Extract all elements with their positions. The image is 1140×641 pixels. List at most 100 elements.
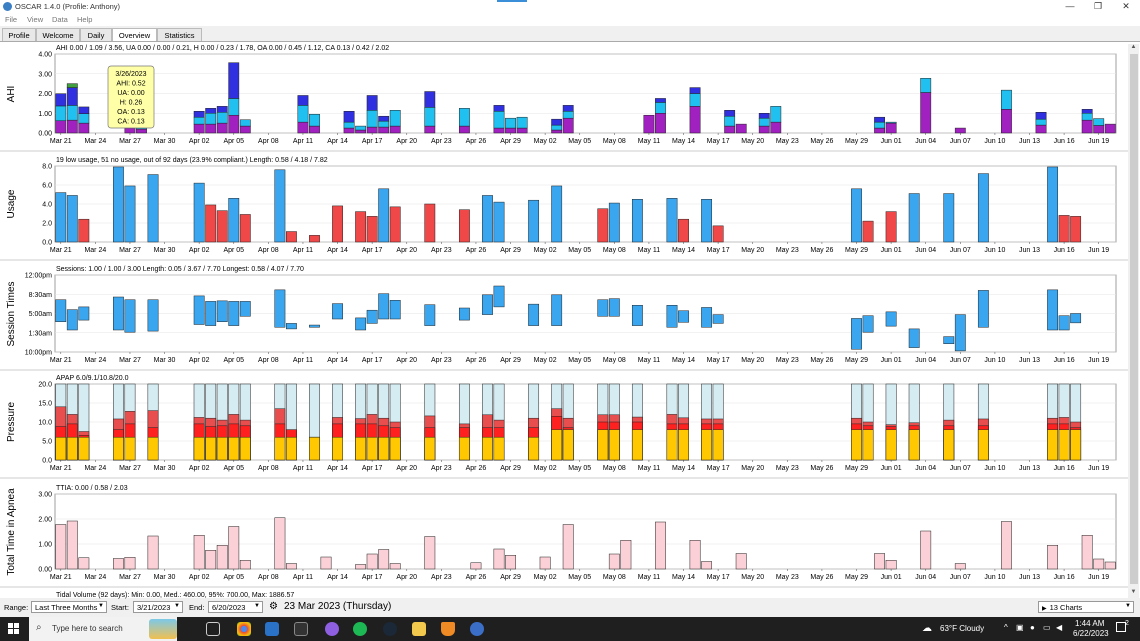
y-tick-label: 5:00am: [29, 311, 53, 318]
usage-bar: [124, 185, 136, 243]
x-tick-label: Apr 17: [362, 357, 383, 364]
task-view-icon[interactable]: [206, 622, 220, 636]
ahi-bar-segment: [78, 113, 90, 124]
x-tick-label: Mar 21: [50, 465, 72, 472]
gear-icon[interactable]: ⚙: [269, 601, 278, 612]
ttia-bar: [239, 560, 251, 570]
tray-app-icon[interactable]: ▣: [1016, 623, 1024, 632]
vlc-icon[interactable]: [441, 622, 455, 636]
ahi-bar-segment: [216, 112, 228, 124]
volume-icon[interactable]: ◀: [1056, 623, 1063, 632]
x-tick-label: Jun 19: [1088, 138, 1109, 145]
tab-statistics[interactable]: Statistics: [157, 28, 202, 41]
scroll-up-icon[interactable]: ▲: [1130, 44, 1137, 50]
usage-bar: [193, 182, 205, 243]
charts-select[interactable]: ▶ 13 Charts ▼: [1038, 601, 1134, 613]
x-tick-label: Apr 17: [362, 574, 383, 581]
taskbar-search-box[interactable]: ⌕ Type here to search: [29, 617, 177, 641]
x-tick-label: May 08: [603, 574, 626, 581]
app-icon-blue[interactable]: [265, 622, 279, 636]
session-bar: [678, 310, 689, 323]
scroll-thumb[interactable]: [1130, 54, 1138, 584]
end-date-input[interactable]: 6/20/2023 ▼: [208, 601, 263, 613]
tooltip-oa: OA: 0.13: [117, 109, 145, 116]
session-bar: [124, 299, 136, 333]
pressure-min-bar: [389, 436, 401, 461]
chart-summary: 19 low usage, 51 no usage, out of 92 day…: [56, 157, 328, 164]
x-tick-label: Jun 13: [1019, 574, 1040, 581]
restore-button[interactable]: ❐: [1093, 1, 1103, 11]
chrome-icon[interactable]: [237, 622, 251, 636]
x-tick-label: Jun 07: [950, 357, 971, 364]
ttia-bar: [1093, 558, 1105, 570]
x-tick-label: Apr 05: [223, 357, 244, 364]
session-bar: [862, 315, 874, 333]
steam-icon[interactable]: [383, 622, 397, 636]
tab-daily[interactable]: Daily: [80, 28, 112, 41]
scroll-down-icon[interactable]: ▼: [1130, 589, 1137, 595]
oscar-taskbar-icon[interactable]: [470, 622, 484, 636]
x-tick-label: May 02: [534, 574, 557, 581]
ttia-bar: [216, 545, 228, 570]
x-tick-label: Apr 08: [258, 247, 279, 254]
vertical-scrollbar[interactable]: ▲ ▼: [1128, 44, 1139, 600]
microphone-icon[interactable]: ●: [1030, 623, 1035, 632]
y-tick-label: 2.0: [42, 221, 52, 228]
ahi-bar-segment: [1093, 118, 1105, 126]
ahi-bar-segment: [758, 113, 770, 119]
ahi-bar-segment: [366, 126, 378, 134]
windows-start-icon[interactable]: [8, 623, 20, 635]
x-tick-label: May 26: [810, 465, 833, 472]
x-tick-label: Mar 30: [154, 465, 176, 472]
app-icon-purple[interactable]: [325, 622, 339, 636]
y-tick-label: 2.00: [38, 91, 52, 98]
ahi-bar-segment: [920, 92, 932, 134]
x-tick-label: May 05: [568, 357, 591, 364]
end-label: End:: [189, 603, 205, 612]
tab-overview[interactable]: Overview: [112, 28, 157, 42]
close-button[interactable]: ✕: [1122, 1, 1130, 11]
clock-time[interactable]: 1:44 AM: [1075, 619, 1105, 628]
pressure-min-bar: [147, 436, 159, 461]
menu-view[interactable]: View: [27, 15, 44, 24]
y-tick-label: 15.0: [38, 401, 52, 408]
session-bar: [712, 314, 724, 324]
clock-date[interactable]: 6/22/2023: [1073, 629, 1109, 638]
range-select[interactable]: Last Three Months ▼: [31, 601, 107, 613]
x-tick-label: Jun 10: [984, 357, 1005, 364]
start-date-input[interactable]: 3/21/2023 ▼: [133, 601, 183, 613]
session-bar: [147, 299, 159, 332]
x-tick-label: Jun 10: [984, 465, 1005, 472]
session-bar: [528, 303, 540, 326]
x-tick-label: Apr 26: [466, 574, 487, 581]
usage-bar: [678, 218, 689, 243]
ahi-bar-segment: [1001, 109, 1012, 134]
network-icon[interactable]: ▭: [1043, 623, 1051, 632]
minimize-button[interactable]: —: [1065, 1, 1075, 11]
ahi-bar-segment: [885, 122, 897, 134]
tray-chevron-icon[interactable]: ^: [1004, 623, 1008, 632]
usage-bar: [528, 199, 540, 243]
ttia-bar: [470, 562, 482, 570]
usage-bar: [366, 216, 378, 243]
x-tick-label: Apr 08: [258, 357, 279, 364]
y-tick-label: 8.0: [42, 164, 52, 171]
notification-icon[interactable]: [1116, 622, 1126, 632]
tab-welcome[interactable]: Welcome: [36, 28, 80, 41]
ahi-bar-segment: [758, 117, 770, 127]
menu-help[interactable]: Help: [77, 15, 93, 24]
x-tick-label: Apr 26: [466, 465, 487, 472]
terminal-icon[interactable]: [294, 622, 308, 636]
x-tick-label: Apr 23: [431, 138, 452, 145]
menu-data[interactable]: Data: [52, 15, 68, 24]
session-bar: [1047, 289, 1058, 331]
usage-bar: [943, 193, 955, 243]
ttia-bar: [1104, 561, 1116, 570]
x-tick-label: May 23: [776, 357, 799, 364]
file-explorer-icon[interactable]: [412, 622, 426, 636]
weather-text[interactable]: 63°F Cloudy: [940, 624, 985, 633]
tab-profile[interactable]: Profile: [2, 28, 36, 41]
spotify-icon[interactable]: [353, 622, 367, 636]
usage-bar: [482, 195, 493, 243]
menu-file[interactable]: File: [5, 15, 18, 24]
